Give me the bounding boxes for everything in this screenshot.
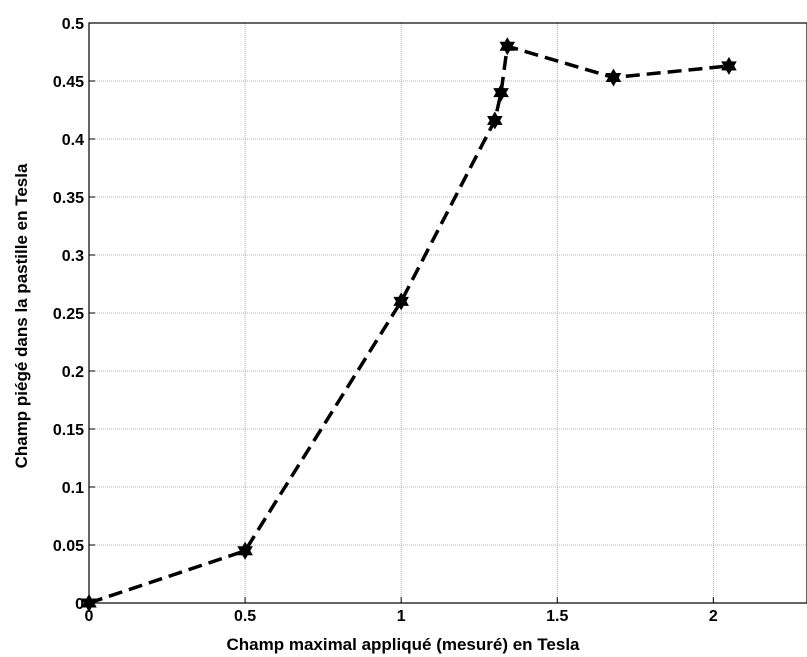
series-line: [88, 43, 730, 605]
data-point-marker: [499, 37, 516, 56]
y-tick-label: 0.3: [62, 248, 84, 265]
x-tick-label: 1: [397, 608, 406, 625]
data-point-marker: [487, 111, 503, 130]
y-axis-label: Champ piégé dans la pastille en Tesla: [12, 163, 31, 468]
y-tick-label: 0.45: [53, 74, 84, 91]
x-tick-label: 2: [709, 608, 718, 625]
y-tick-label: 0.2: [62, 364, 84, 381]
y-tick-label: 0.1: [62, 480, 84, 497]
data-point-marker: [605, 68, 622, 87]
x-tick-label: 0: [85, 608, 94, 625]
y-tick-label: 0.5: [62, 16, 84, 33]
data-point-marker: [393, 292, 409, 311]
grid-lines: [89, 23, 807, 603]
y-tick-label: 0.15: [53, 422, 84, 439]
data-point-marker: [721, 56, 737, 75]
y-tick-label: 0.05: [53, 538, 84, 555]
x-tick-label: 1.5: [546, 608, 568, 625]
y-tick-label: 0.25: [53, 306, 84, 323]
data-point-marker: [493, 83, 509, 102]
x-axis-label: Champ maximal appliqué (mesuré) en Tesla: [226, 635, 580, 654]
y-tick-label: 0.4: [62, 132, 84, 149]
y-tick-label: 0: [75, 596, 84, 613]
data-point-marker: [81, 594, 97, 612]
data-markers: [81, 37, 737, 612]
y-tick-label: 0.35: [53, 190, 84, 207]
x-tick-label: 0.5: [234, 608, 256, 625]
data-point-marker: [237, 541, 253, 560]
tick-labels: 0 0.5 1 1.5 2 0 0.05 0.1 0.15 0.2 0.25 0.3 0.35 0.4 0.…: [53, 16, 718, 625]
